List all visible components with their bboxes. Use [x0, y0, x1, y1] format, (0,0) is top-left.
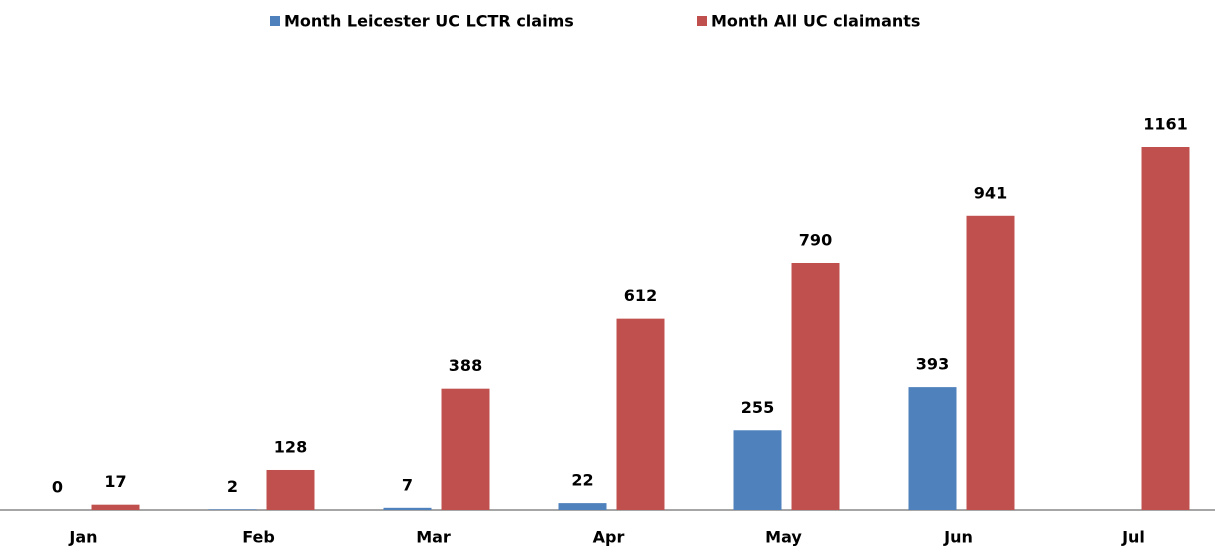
- x-tick-label: Jan: [68, 528, 97, 547]
- legend-swatch: [270, 16, 280, 26]
- data-label: 388: [449, 356, 482, 375]
- legend-label: Month Leicester UC LCTR claims: [284, 12, 574, 31]
- x-tick-label: Apr: [593, 528, 625, 547]
- bar: [208, 509, 257, 510]
- data-label: 17: [104, 472, 126, 491]
- bar: [966, 215, 1015, 510]
- data-label: 2: [227, 477, 238, 496]
- x-tick-label: Jul: [1121, 528, 1145, 547]
- bar: [383, 507, 432, 510]
- bar: [1141, 147, 1190, 510]
- data-label: 255: [741, 398, 774, 417]
- x-tick-label: Jun: [943, 528, 973, 547]
- data-label: 22: [571, 471, 593, 490]
- data-label: 0: [52, 478, 63, 497]
- bar: [908, 387, 957, 510]
- data-label: 1161: [1143, 115, 1188, 134]
- data-label: 393: [916, 355, 949, 374]
- bar: [266, 469, 315, 510]
- x-tick-label: Feb: [242, 528, 275, 547]
- bar: [616, 318, 665, 510]
- x-tick-label: Mar: [416, 528, 451, 547]
- bar: [558, 503, 607, 510]
- bar: [733, 430, 782, 510]
- data-label: 941: [974, 183, 1007, 202]
- bar: [441, 388, 490, 510]
- data-label: 790: [799, 230, 832, 249]
- data-label: 128: [274, 437, 307, 456]
- x-tick-label: May: [765, 528, 802, 547]
- bar: [791, 262, 840, 510]
- legend-swatch: [697, 16, 707, 26]
- data-label: 612: [624, 286, 657, 305]
- bar: [91, 504, 140, 510]
- legend-label: Month All UC claimants: [711, 12, 920, 31]
- data-label: 7: [402, 475, 413, 494]
